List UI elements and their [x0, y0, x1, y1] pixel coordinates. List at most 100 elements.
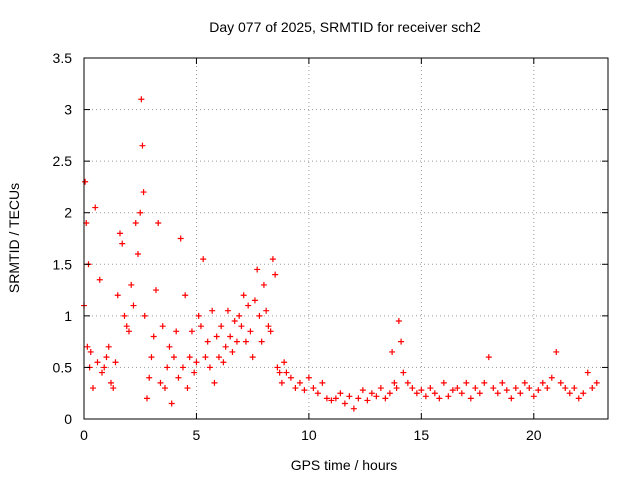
data-point [526, 385, 533, 392]
data-point [164, 364, 171, 371]
data-point [544, 385, 551, 392]
data-point [467, 395, 474, 402]
data-point [150, 333, 157, 340]
data-point [571, 385, 578, 392]
data-point [143, 395, 150, 402]
data-point [494, 390, 501, 397]
data-point [110, 385, 117, 392]
data-point [463, 379, 470, 386]
data-point [263, 307, 270, 314]
x-tick-label: 15 [414, 427, 430, 443]
data-point [188, 328, 195, 335]
data-point [204, 338, 211, 345]
data-point [159, 323, 166, 330]
x-tick-label: 5 [193, 427, 201, 443]
data-point [195, 312, 202, 319]
data-point [281, 359, 288, 366]
data-point [512, 385, 519, 392]
data-point [186, 354, 193, 361]
data-point [292, 385, 299, 392]
data-point [125, 328, 132, 335]
data-point [173, 328, 180, 335]
data-point [283, 369, 290, 376]
data-point [92, 204, 99, 211]
data-point [440, 379, 447, 386]
data-point [233, 338, 240, 345]
data-point [490, 385, 497, 392]
data-point [393, 385, 400, 392]
data-point [139, 142, 146, 149]
data-point [267, 328, 274, 335]
data-point [398, 338, 405, 345]
data-point [566, 390, 573, 397]
data-point [373, 393, 380, 400]
data-point [404, 379, 411, 386]
data-point [224, 307, 231, 314]
data-point [548, 374, 555, 381]
data-point [346, 393, 353, 400]
data-point [278, 379, 285, 386]
data-point [508, 395, 515, 402]
y-tick-label: 3.5 [53, 50, 73, 66]
data-point [184, 385, 191, 392]
data-point [395, 318, 402, 325]
data-point [193, 359, 200, 366]
data-point [141, 312, 148, 319]
data-point [562, 385, 569, 392]
data-point [213, 333, 220, 340]
data-point [258, 338, 265, 345]
data-point [382, 395, 389, 402]
data-point [256, 312, 263, 319]
data-point [503, 387, 510, 394]
data-point [499, 379, 506, 386]
data-point [191, 369, 198, 376]
data-point [166, 343, 173, 350]
data-point [138, 96, 145, 103]
data-point [209, 307, 216, 314]
data-point [112, 359, 119, 366]
data-point [301, 387, 308, 394]
data-point [310, 385, 317, 392]
data-point [314, 390, 321, 397]
x-axis-title: GPS time / hours [291, 457, 398, 473]
data-point [251, 297, 258, 304]
data-point [391, 379, 398, 386]
data-point [96, 276, 103, 283]
data-point [206, 364, 213, 371]
data-point [157, 379, 164, 386]
data-point [231, 318, 238, 325]
data-point [341, 400, 348, 407]
data-point [182, 292, 189, 299]
data-point [200, 256, 207, 263]
data-point [409, 385, 416, 392]
data-point [119, 240, 126, 247]
data-point [236, 312, 243, 319]
data-point [535, 387, 542, 394]
data-point [476, 390, 483, 397]
data-point [211, 379, 218, 386]
data-point [485, 354, 492, 361]
data-point [107, 379, 114, 386]
x-tick-label: 0 [80, 427, 88, 443]
data-point [161, 385, 168, 392]
data-point [454, 385, 461, 392]
plot-frame [83, 57, 609, 420]
data-point [418, 387, 425, 394]
data-point [179, 364, 186, 371]
data-point [249, 354, 256, 361]
data-point [87, 348, 94, 355]
data-point [229, 348, 236, 355]
data-point [431, 390, 438, 397]
data-point [521, 379, 528, 386]
y-tick-label: 1 [64, 308, 72, 324]
data-point [84, 343, 91, 350]
data-point [553, 348, 560, 355]
data-point [413, 390, 420, 397]
data-point [175, 374, 182, 381]
data-point [400, 369, 407, 376]
data-point [368, 390, 375, 397]
y-tick-label: 1.5 [53, 256, 73, 272]
data-point [389, 348, 396, 355]
data-point [386, 390, 393, 397]
